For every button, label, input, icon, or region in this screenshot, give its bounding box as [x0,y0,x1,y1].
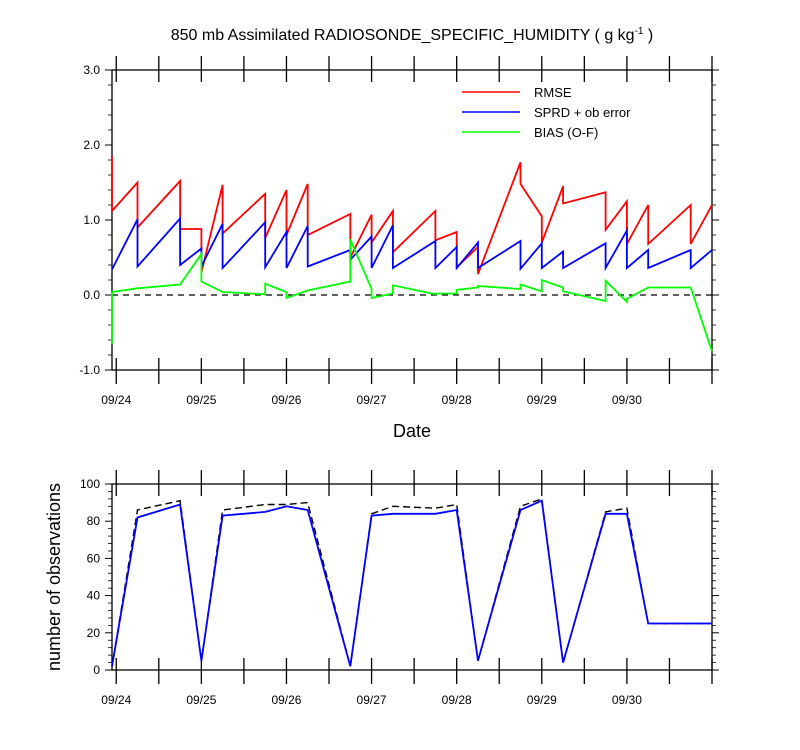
bottom-ytick-label: 40 [87,589,101,603]
bottom-xtick-label: 09/30 [612,693,642,707]
top-xtick-label: 09/24 [101,393,131,407]
top-ytick-label: 1.0 [83,213,100,227]
bottom-xtick-label: 09/26 [271,693,301,707]
top-xtick-label: 09/30 [612,393,642,407]
bottom-x-tick-labels: 09/24 09/25 09/26 09/27 09/28 09/29 09/30 [101,693,642,707]
bottom-ytick-label: 100 [80,477,100,491]
top-xtick-label: 09/29 [527,393,557,407]
top-xtick-label: 09/26 [271,393,301,407]
top-series-group [111,156,713,352]
top-series-sprd-ob-error [111,216,713,272]
bottom-xtick-label: 09/27 [357,693,387,707]
chart-title: 850 mb Assimilated RADIOSONDE_SPECIFIC_H… [171,26,654,44]
top-xtick-label: 09/27 [357,393,387,407]
bottom-ytick-label: 20 [87,626,101,640]
top-ytick-label: -1.0 [79,363,100,377]
top-xtick-label: 09/28 [442,393,472,407]
bottom-xtick-label: 09/29 [527,693,557,707]
bottom-axis-ticks [105,470,719,684]
bottom-series-possible [111,497,712,667]
bottom-series-group [111,497,712,667]
bottom-ytick-label: 80 [87,514,101,528]
legend-label-bias: BIAS (O-F) [534,125,598,140]
bottom-xtick-label: 09/28 [442,693,472,707]
top-ytick-label: 0.0 [83,288,100,302]
top-xtick-label: 09/25 [186,393,216,407]
title-end: ) [643,27,653,44]
legend: RMSE SPRD + ob error BIAS (O-F) [462,85,631,140]
bottom-ytick-label: 60 [87,551,101,565]
top-x-tick-labels: 09/24 09/25 09/26 09/27 09/28 09/29 09/30 [101,393,642,407]
bottom-xtick-label: 09/24 [101,693,131,707]
top-y-tick-labels: -1.0 0.0 1.0 2.0 3.0 [79,63,100,377]
top-axis-ticks [105,56,719,384]
top-series-bias-o-f [111,239,713,352]
bottom-ytick-label: 0 [93,663,100,677]
top-ytick-label: 3.0 [83,63,100,77]
y-axis-title-observations: number of observations [44,483,64,671]
legend-label-sprd: SPRD + ob error [534,105,631,120]
bottom-series-assimilated [111,499,712,667]
bottom-plot-frame [111,483,713,671]
top-ytick-label: 2.0 [83,138,100,152]
x-axis-title: Date [393,421,431,441]
bottom-y-tick-labels: 0 20 40 60 80 100 [80,477,100,677]
legend-label-rmse: RMSE [534,85,572,100]
bottom-xtick-label: 09/25 [186,693,216,707]
title-superscript: -1 [635,26,644,37]
